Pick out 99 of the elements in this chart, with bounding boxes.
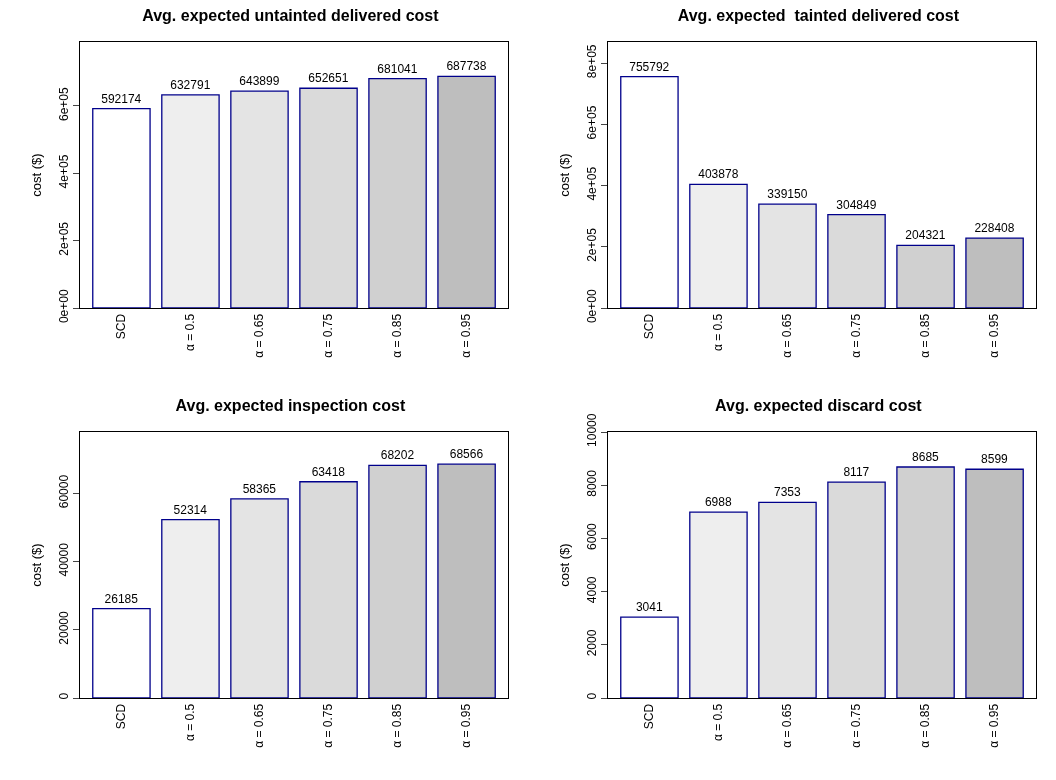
bar [689,183,748,308]
x-tick-label: α = 0.75 [849,313,864,358]
data-label: 3041 [635,600,663,615]
bar [230,498,289,698]
data-label: 8599 [981,452,1009,467]
data-label: 632791 [170,77,211,92]
y-tick-label: 20000 [57,610,72,645]
data-label: 68566 [449,447,484,462]
x-tick-label: SCD [642,703,657,730]
y-tick-label: 0e+00 [57,289,72,324]
bar [758,203,817,308]
x-tick-label: α = 0.95 [987,703,1002,748]
y-tick-label: 10000 [585,413,600,447]
y-tick-label: 0e+00 [585,289,600,324]
data-label: 6988 [704,495,732,510]
data-label: 681041 [377,61,418,76]
bar [689,511,748,698]
bar [965,237,1024,308]
data-label: 652651 [308,71,349,86]
data-label: 204321 [905,228,946,243]
x-tick-label: α = 0.85 [390,313,405,358]
bar [299,481,358,698]
x-tick-label: α = 0.65 [252,313,267,358]
bar [965,468,1024,698]
y-tick-label: 0 [585,692,600,700]
data-label: 403878 [698,167,739,182]
y-tick-label: 40000 [57,542,72,577]
data-label: 643899 [239,74,280,89]
data-label: 26185 [104,591,139,606]
x-tick-label: α = 0.95 [987,313,1002,358]
y-tick-label: 8e+05 [585,44,600,79]
chart-title: Avg. expected untainted delivered cost [142,6,440,24]
y-tick-label: 2e+05 [585,227,600,262]
chart-title: Avg. expected discard cost [715,396,923,414]
y-axis-title: cost ($) [29,153,45,197]
y-tick-label: 6000 [585,522,600,550]
bar [437,463,496,698]
data-label: 58365 [242,481,277,496]
y-tick-label: 4000 [585,576,600,604]
y-axis-title: cost ($) [557,543,573,587]
data-label: 63418 [311,464,346,479]
bar [896,244,955,308]
bar [896,466,955,698]
x-tick-label: α = 0.75 [321,313,336,358]
bar [368,78,427,308]
y-axis-title: cost ($) [557,153,573,197]
y-tick-label: 6e+05 [57,86,72,122]
bar [437,75,496,308]
x-tick-label: α = 0.85 [918,313,933,358]
x-tick-label: SCD [642,313,657,340]
bar [620,76,679,308]
bar [827,481,886,698]
x-tick-label: α = 0.65 [780,703,795,748]
bar [620,616,679,698]
bar [299,87,358,308]
bar [92,608,151,698]
x-tick-label: α = 0.5 [711,703,726,742]
y-tick-label: 0 [57,692,72,700]
data-label: 7353 [773,485,801,500]
data-label: 304849 [836,197,877,212]
data-label: 339150 [767,187,808,202]
bar [368,464,427,698]
x-tick-label: α = 0.5 [183,703,198,742]
chart-title: Avg. expected tainted delivered cost [677,6,960,24]
x-tick-label: α = 0.85 [918,703,933,748]
bar [161,94,220,308]
x-tick-label: α = 0.5 [183,313,198,352]
x-tick-label: α = 0.65 [780,313,795,358]
x-tick-label: α = 0.75 [849,703,864,748]
x-tick-label: α = 0.95 [459,703,474,748]
x-tick-label: α = 0.65 [252,703,267,748]
data-label: 687738 [446,59,487,74]
data-label: 592174 [101,91,142,106]
y-tick-label: 4e+05 [57,154,72,189]
x-tick-label: α = 0.95 [459,313,474,358]
data-label: 228408 [974,221,1015,236]
x-tick-label: α = 0.5 [711,313,726,352]
y-tick-label: 2e+05 [57,221,72,256]
data-label: 52314 [173,502,208,517]
data-label: 755792 [629,59,670,74]
bar [230,90,289,308]
data-label: 8117 [843,465,870,480]
y-axis-title: cost ($) [29,543,45,587]
x-tick-label: α = 0.85 [390,703,405,748]
bar [827,214,886,308]
y-tick-label: 2000 [585,629,600,657]
chart-title: Avg. expected inspection cost [175,396,406,414]
data-label: 68202 [380,448,415,463]
y-tick-label: 8000 [585,469,600,497]
y-tick-label: 4e+05 [585,166,600,201]
x-tick-label: SCD [114,313,129,340]
y-tick-label: 60000 [57,474,72,509]
bar [92,107,151,308]
x-tick-label: SCD [114,703,129,730]
x-tick-label: α = 0.75 [321,703,336,748]
bar [161,518,220,698]
bar [758,501,817,698]
data-label: 8685 [912,449,940,464]
y-tick-label: 6e+05 [585,105,600,140]
